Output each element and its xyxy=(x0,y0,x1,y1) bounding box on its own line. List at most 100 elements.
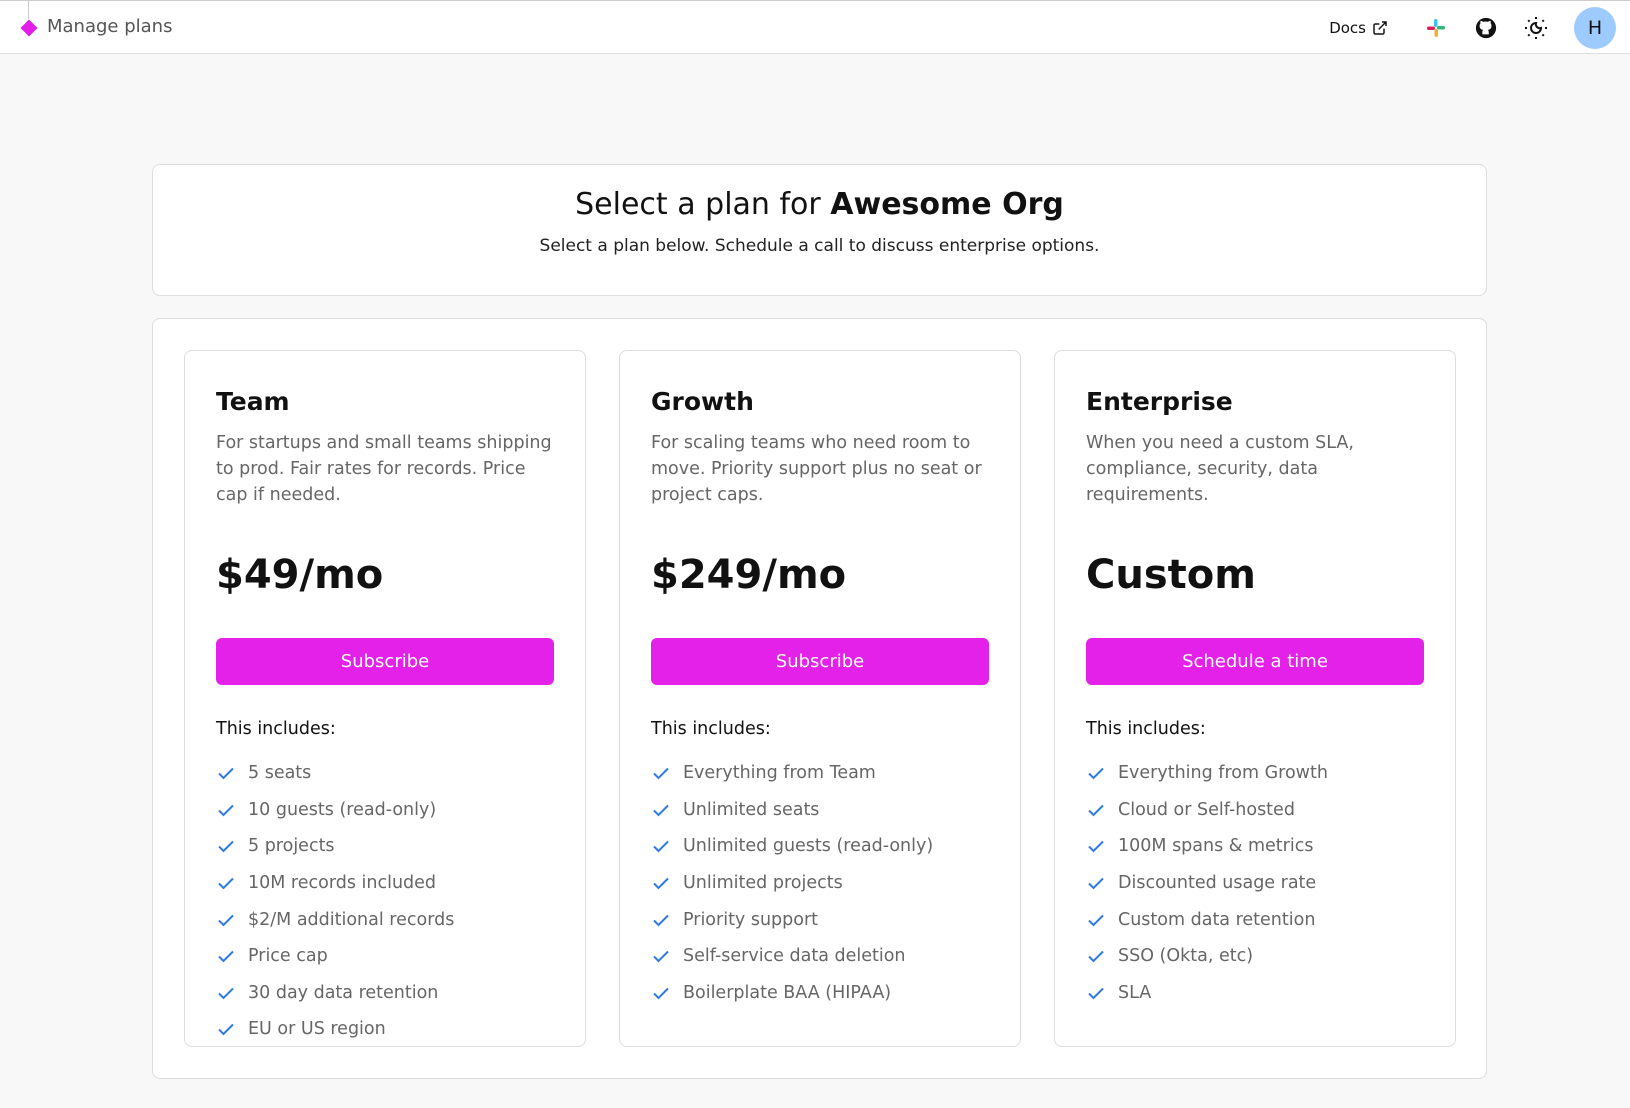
feature-label: Cloud or Self-hosted xyxy=(1118,799,1295,820)
schedule-button[interactable]: Schedule a time xyxy=(1086,638,1424,685)
check-icon xyxy=(1088,768,1104,780)
check-icon xyxy=(218,987,234,1000)
feature-list: Everything from Growth Cloud or Self-host… xyxy=(1086,755,1424,1011)
hero-subtitle: Select a plan below. Schedule a call to … xyxy=(539,236,1100,256)
feature-label: Discounted usage rate xyxy=(1118,873,1317,894)
plan-description: For startups and small teams shipping to… xyxy=(216,433,552,505)
feature-item: Self-service data deletion xyxy=(651,938,989,975)
includes-label: This includes: xyxy=(651,719,771,739)
feature-item: Cloud or Self-hosted xyxy=(1086,792,1424,829)
plan-price: $249/mo xyxy=(651,552,847,598)
check-icon xyxy=(653,877,669,890)
feature-item: EU or US region xyxy=(216,1011,554,1048)
feature-list: 5 seats 10 guests (read-only) 5 projects 10… xyxy=(216,755,554,1048)
plan-card-enterprise: Enterprise When you need a custom SLA, c… xyxy=(1054,350,1456,1047)
check-icon xyxy=(218,804,234,817)
includes-label: This includes: xyxy=(216,719,336,739)
page-title: Manage plans xyxy=(47,16,173,37)
check-icon xyxy=(653,987,669,1000)
feature-label: 10M records included xyxy=(248,873,437,894)
feature-label: 5 projects xyxy=(248,836,335,857)
github-icon[interactable] xyxy=(1474,16,1498,40)
divider xyxy=(28,1,29,19)
plan-name: Team xyxy=(216,387,290,416)
feature-label: EU or US region xyxy=(248,1019,386,1040)
feature-label: 30 day data retention xyxy=(248,982,439,1003)
feature-label: $2/M additional records xyxy=(248,909,455,930)
check-icon xyxy=(1088,877,1104,890)
feature-label: Custom data retention xyxy=(1118,909,1316,930)
plan-header-card: Select a plan for Awesome Org Select a p… xyxy=(152,164,1487,296)
feature-label: Price cap xyxy=(248,946,328,967)
feature-item: $2/M additional records xyxy=(216,901,554,938)
check-icon xyxy=(1088,914,1104,927)
feature-item: SLA xyxy=(1086,975,1424,1012)
subscribe-button[interactable]: Subscribe xyxy=(216,638,554,685)
external-link-icon xyxy=(1373,21,1387,35)
feature-item: Custom data retention xyxy=(1086,901,1424,938)
feature-item: 5 projects xyxy=(216,828,554,865)
feature-label: SLA xyxy=(1118,982,1152,1003)
plan-card-team: Team For startups and small teams shippi… xyxy=(184,350,586,1047)
logo-diamond-icon xyxy=(20,19,38,37)
check-icon xyxy=(218,877,234,890)
plan-price: Custom xyxy=(1086,552,1256,598)
check-icon xyxy=(653,768,669,780)
check-icon xyxy=(653,914,669,927)
check-icon xyxy=(218,914,234,927)
feature-label: SSO (Okta, etc) xyxy=(1118,946,1254,967)
feature-label: Unlimited projects xyxy=(683,873,843,894)
feature-item: Priority support xyxy=(651,901,989,938)
check-icon xyxy=(1088,841,1104,853)
feature-label: Unlimited guests (read-only) xyxy=(683,836,934,857)
feature-item: Everything from Team xyxy=(651,755,989,792)
plan-name: Enterprise xyxy=(1086,387,1233,416)
slack-icon[interactable] xyxy=(1424,16,1448,40)
feature-label: Everything from Team xyxy=(683,763,876,784)
top-bar: Manage plans Docs H xyxy=(0,0,1630,54)
feature-item: Boilerplate BAA (HIPAA) xyxy=(651,975,989,1012)
feature-label: Boilerplate BAA (HIPAA) xyxy=(683,982,892,1003)
feature-item: Unlimited projects xyxy=(651,865,989,902)
feature-label: Self-service data deletion xyxy=(683,946,906,967)
check-icon xyxy=(1088,951,1104,963)
feature-item: Price cap xyxy=(216,938,554,975)
check-icon xyxy=(218,841,234,853)
feature-item: 10 guests (read-only) xyxy=(216,792,554,829)
plan-description: For scaling teams who need room to move.… xyxy=(651,433,982,505)
docs-link[interactable]: Docs xyxy=(1329,19,1388,37)
plans-container: Team For startups and small teams shippi… xyxy=(152,318,1487,1079)
plan-description: When you need a custom SLA, compliance, … xyxy=(1086,433,1354,505)
feature-label: 100M spans & metrics xyxy=(1118,836,1314,857)
feature-label: Everything from Growth xyxy=(1118,763,1328,784)
feature-item: 30 day data retention xyxy=(216,975,554,1012)
feature-item: SSO (Okta, etc) xyxy=(1086,938,1424,975)
check-icon xyxy=(1088,987,1104,1000)
theme-toggle-icon[interactable] xyxy=(1524,16,1548,40)
feature-item: 10M records included xyxy=(216,865,554,902)
feature-item: Discounted usage rate xyxy=(1086,865,1424,902)
feature-item: 5 seats xyxy=(216,755,554,792)
plan-name: Growth xyxy=(651,387,754,416)
feature-label: Priority support xyxy=(683,909,819,930)
hero-title: Select a plan for Awesome Org xyxy=(575,187,1064,222)
check-icon xyxy=(218,951,234,963)
feature-label: Unlimited seats xyxy=(683,799,820,820)
feature-label: 10 guests (read-only) xyxy=(248,799,437,820)
plan-price: $49/mo xyxy=(216,552,384,598)
check-icon xyxy=(653,841,669,853)
feature-item: 100M spans & metrics xyxy=(1086,828,1424,865)
org-name: Awesome Org xyxy=(830,187,1064,222)
avatar[interactable]: H xyxy=(1574,7,1616,49)
check-icon xyxy=(218,1024,234,1036)
docs-label: Docs xyxy=(1329,19,1366,37)
plan-card-growth: Growth For scaling teams who need room t… xyxy=(619,350,1021,1047)
feature-item: Unlimited seats xyxy=(651,792,989,829)
check-icon xyxy=(218,768,234,780)
subscribe-button[interactable]: Subscribe xyxy=(651,638,989,685)
includes-label: This includes: xyxy=(1086,719,1206,739)
feature-item: Unlimited guests (read-only) xyxy=(651,828,989,865)
check-icon xyxy=(653,804,669,817)
check-icon xyxy=(1088,804,1104,817)
check-icon xyxy=(653,951,669,963)
